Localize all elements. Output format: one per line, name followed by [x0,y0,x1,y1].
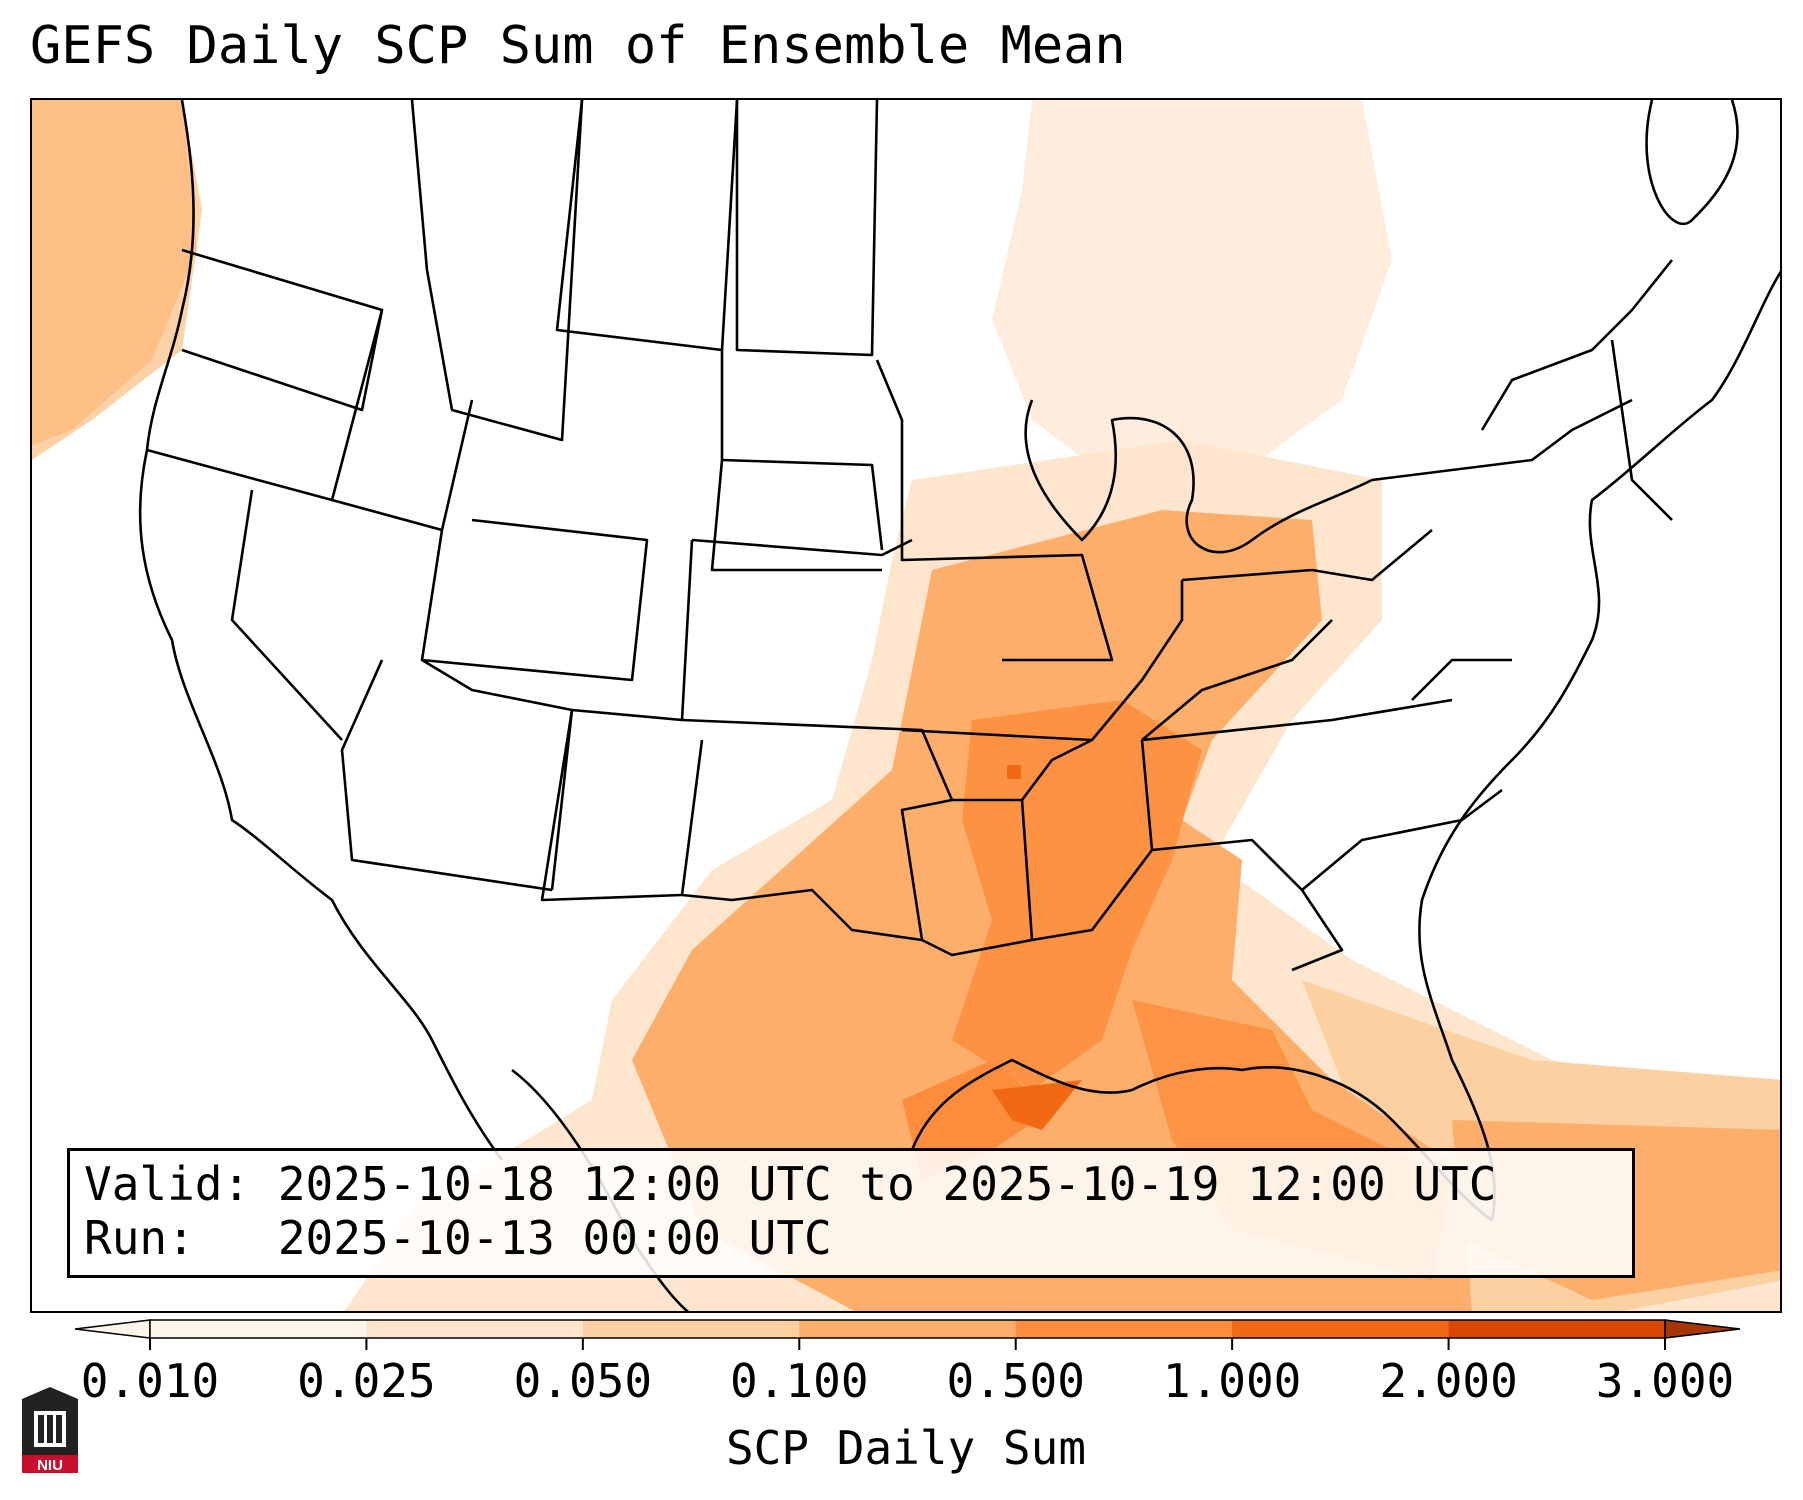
colorbar-tick-label: 0.025 [297,1354,436,1408]
colorbar-swatch [366,1320,584,1338]
map-panel[interactable] [30,98,1782,1313]
colorbar-tick-label: 0.050 [513,1354,653,1408]
scp-field-map [32,100,1780,1311]
colorbar-swatch [1448,1320,1666,1338]
niu-logo-text: NIU [37,1457,63,1474]
colorbar-extend-low [74,1319,151,1339]
colorbar [74,1319,1741,1350]
colorbar-extend-high [1664,1319,1741,1339]
colorbar-swatch [1015,1320,1233,1338]
colorbar-tick-label: 3.000 [1595,1354,1735,1408]
valid-run-box: Valid: 2025-10-18 12:00 UTC to 2025-10-1… [67,1148,1635,1278]
map-title: GEFS Daily SCP Sum of Ensemble Mean [30,16,1126,76]
colorbar-tick-label: 0.500 [946,1354,1085,1408]
colorbar-label: SCP Daily Sum [725,1421,1087,1475]
colorbar-swatch [150,1320,367,1338]
valid-time-text: Valid: 2025-10-18 12:00 UTC to 2025-10-1… [84,1157,1497,1211]
scp-shading [32,100,1780,1311]
colorbar-swatch [799,1320,1017,1338]
colorbar-tick-label: 0.010 [80,1354,220,1408]
colorbar-swatch [582,1320,800,1338]
map-boundaries [138,100,1780,1311]
niu-logo-icon: NIU [20,1385,80,1479]
run-time-text: Run: 2025-10-13 00:00 UTC [84,1211,832,1265]
colorbar-tick-label: 2.000 [1379,1354,1518,1408]
colorbar-outline [149,1319,1666,1339]
colorbar-tick-label: 1.000 [1162,1354,1302,1408]
colorbar-swatch [1232,1320,1450,1338]
colorbar-tick-label: 0.100 [730,1354,869,1408]
